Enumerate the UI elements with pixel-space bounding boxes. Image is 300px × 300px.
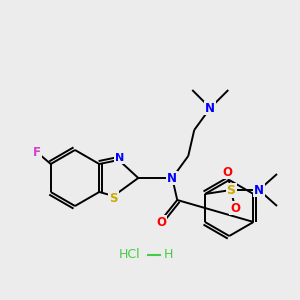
Text: N: N [205,101,215,115]
Text: O: O [156,215,166,229]
Text: H: H [163,248,173,262]
Text: HCl: HCl [119,248,141,262]
Text: N: N [254,184,264,196]
Text: O: O [222,166,232,178]
Text: O: O [230,202,240,214]
Text: S: S [226,184,236,196]
Text: N: N [115,153,124,163]
Text: S: S [109,191,118,205]
Text: F: F [33,146,41,158]
Text: N: N [167,172,177,184]
